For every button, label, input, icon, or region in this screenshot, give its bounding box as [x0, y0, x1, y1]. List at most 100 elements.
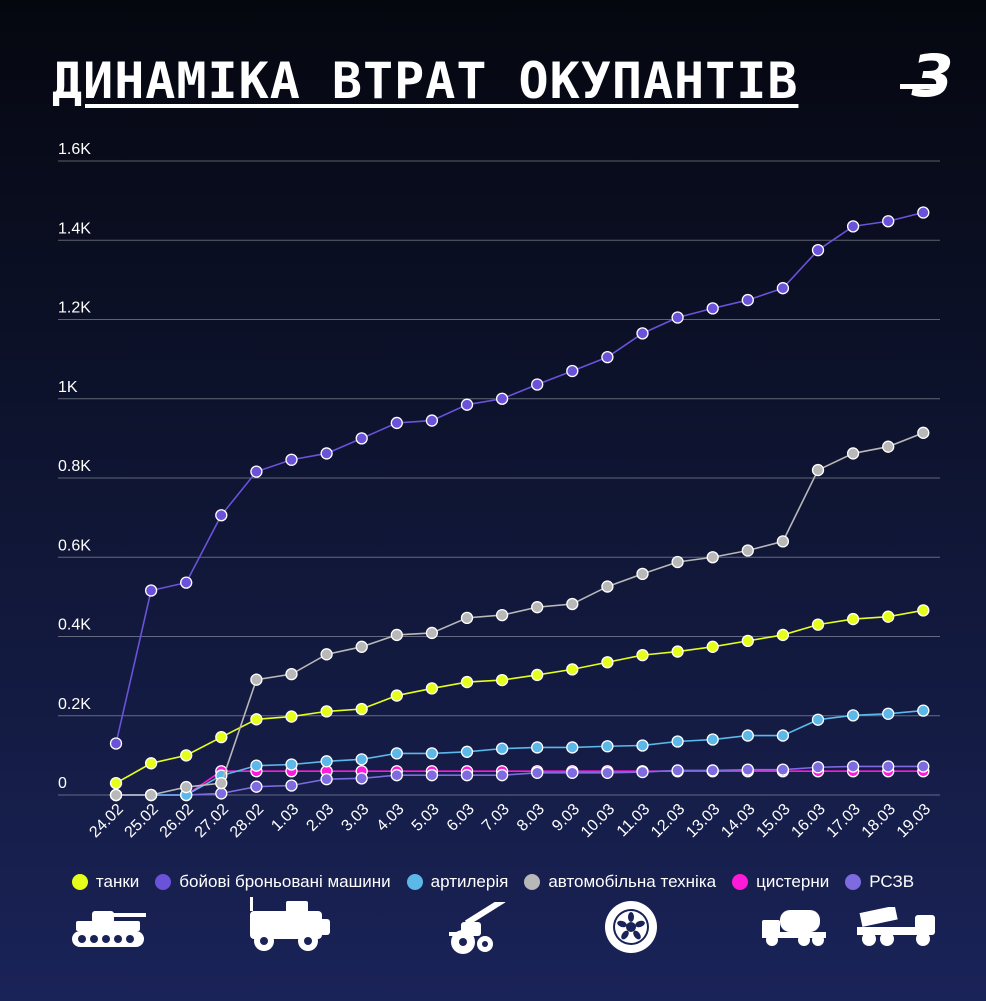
data-point [215, 776, 228, 790]
logo-icon: З [900, 44, 953, 110]
data-point [390, 416, 403, 430]
data-point [495, 769, 509, 782]
legend-label: артилерія [430, 872, 509, 891]
data-point [531, 668, 544, 682]
data-point [811, 618, 825, 631]
series-group [109, 206, 930, 802]
data-point [601, 580, 614, 593]
x-tick-label: 19.03 [894, 801, 934, 841]
y-tick-label: 1.2K [58, 300, 91, 317]
legend-item: бойові броньовані машини [155, 872, 391, 892]
data-point [250, 759, 263, 772]
data-point [566, 741, 579, 754]
data-point [671, 764, 684, 777]
series-1 [109, 426, 930, 802]
x-tick-label: 3.03 [338, 801, 372, 835]
data-point [741, 634, 754, 648]
data-point [495, 392, 509, 405]
data-point [671, 645, 684, 658]
data-point [144, 788, 158, 802]
data-point [706, 551, 719, 564]
data-point [601, 350, 614, 364]
data-point [425, 682, 439, 695]
data-point [250, 713, 263, 726]
data-point [636, 765, 649, 779]
data-point [250, 673, 263, 686]
data-point [811, 761, 825, 774]
line-chart: 0 0.2K 0.4K 0.6K 0.8K 1K 1.2K 1.4K 1.6K 24.0225.… [58, 206, 934, 841]
data-point [144, 757, 158, 770]
data-point [811, 463, 825, 477]
data-point [741, 293, 754, 307]
data-point [285, 758, 298, 771]
data-point [741, 763, 754, 776]
data-point [917, 704, 930, 717]
data-point [566, 766, 579, 779]
data-point [601, 656, 614, 669]
data-point [460, 675, 474, 689]
data-point [531, 766, 544, 779]
x-tick-label: 5.03 [409, 801, 443, 835]
data-point [495, 673, 509, 687]
legend-item: цистерни [732, 872, 829, 892]
y-tick-label: 0.2K [58, 696, 91, 713]
series-5 [109, 760, 930, 802]
y-tick-label: 1K [58, 379, 78, 396]
legend: танки бойові броньовані машини артилерія ав… [0, 872, 986, 892]
data-point [215, 787, 228, 800]
data-point [285, 667, 298, 681]
x-tick-label: 12.03 [648, 801, 688, 841]
data-point [531, 601, 544, 614]
x-tick-label: 7.03 [479, 801, 513, 835]
data-point [882, 215, 895, 228]
data-point [425, 414, 439, 427]
x-tick-label: 18.03 [859, 801, 899, 841]
legend-marker [524, 874, 541, 890]
data-point [215, 509, 228, 522]
data-point [109, 788, 123, 802]
armored-vehicle-icon [250, 897, 330, 951]
data-point [811, 713, 825, 726]
data-point [320, 648, 333, 661]
legend-label: бойові броньовані машини [179, 872, 391, 891]
legend-marker [155, 874, 172, 890]
data-point [250, 465, 263, 478]
data-point [425, 626, 439, 640]
legend-item: танки [71, 872, 139, 892]
legend-marker [845, 874, 862, 890]
x-tick-label: 17.03 [824, 801, 864, 841]
x-tick-label: 25.02 [122, 801, 162, 841]
y-tick-label: 0.4K [58, 617, 91, 634]
x-tick-label: 1.03 [268, 801, 302, 835]
y-tick-label: 0 [58, 775, 67, 792]
series-line [115, 211, 924, 744]
logo-text: З [910, 44, 952, 110]
data-point [460, 769, 474, 782]
tank-icon [72, 911, 146, 947]
data-point [285, 453, 298, 466]
legend-marker [71, 874, 88, 890]
data-point [917, 760, 930, 773]
legend-label: автомобільна техніка [548, 872, 717, 891]
data-point [250, 780, 263, 793]
series-2 [109, 604, 930, 790]
data-point [109, 776, 123, 790]
data-point [531, 741, 544, 754]
x-tick-label: 15.03 [753, 801, 793, 841]
data-point [882, 610, 895, 623]
data-point [776, 282, 790, 295]
x-tick-label: 14.03 [718, 801, 758, 841]
data-point [320, 773, 333, 786]
data-point [741, 544, 754, 557]
data-point [846, 760, 860, 773]
data-point [636, 327, 649, 340]
data-point [706, 764, 719, 777]
legend-item: артилерія [406, 872, 509, 892]
data-point [566, 364, 579, 378]
data-point [601, 766, 614, 779]
data-point [917, 426, 930, 439]
page-title: ДИНАМІКА ВТРАТ ОКУПАНТІВ [52, 52, 799, 110]
data-point [846, 220, 860, 233]
data-point [460, 611, 474, 625]
x-tick-label: 10.03 [578, 801, 618, 841]
